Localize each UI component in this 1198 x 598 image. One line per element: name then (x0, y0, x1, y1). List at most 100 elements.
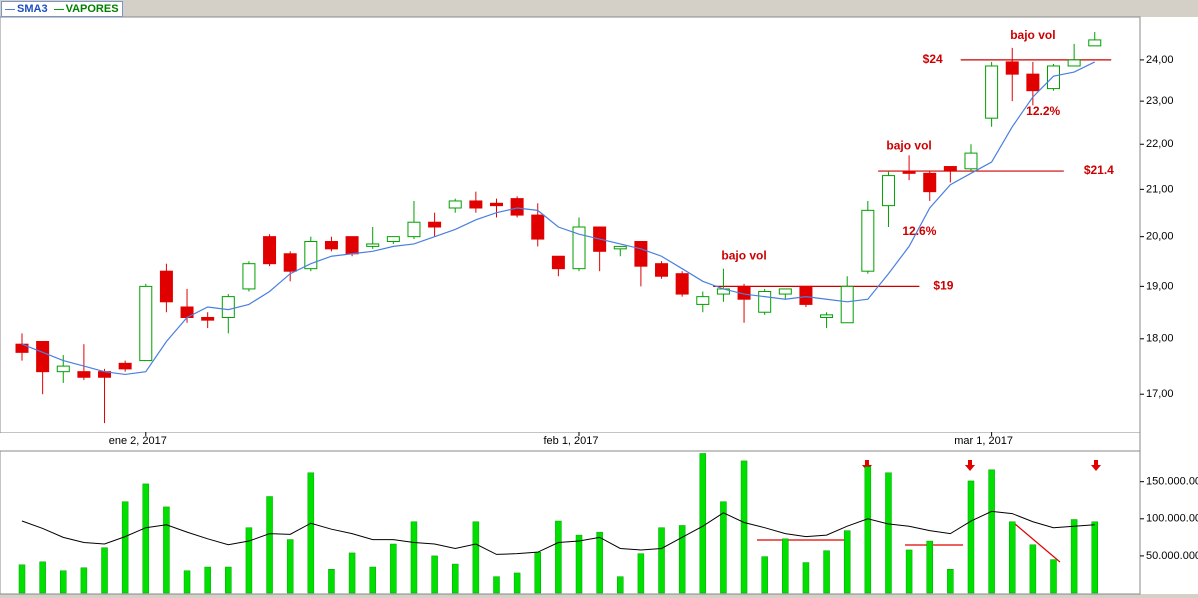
volume-bar (575, 534, 583, 594)
y-tick-label: 150.000.000 (1146, 476, 1198, 488)
volume-bar (163, 506, 170, 594)
volume-bar (183, 570, 191, 594)
volume-bar (307, 472, 315, 594)
volume-drawings (757, 523, 1061, 563)
volume-bar (885, 472, 892, 594)
volume-bar (926, 540, 933, 594)
candle-body (159, 270, 173, 303)
x-tick-label: feb 1, 2017 (543, 435, 598, 447)
candle-body (861, 209, 875, 272)
price-panel (0, 16, 1141, 434)
volume-bar (286, 539, 294, 594)
y-tick-label: 24,00 (1146, 54, 1174, 66)
y-tick-label: 23,00 (1146, 95, 1174, 107)
legend-swatch (53, 8, 64, 10)
candle-body (263, 236, 277, 265)
date-axis-panel (0, 433, 1198, 451)
volume-bar (1091, 521, 1099, 594)
annotation: bajo vol (721, 248, 766, 262)
volume-bar (967, 480, 975, 594)
volume-bar (513, 572, 521, 594)
volume-bar (678, 525, 686, 594)
candle-body (881, 175, 895, 207)
candle-body (407, 221, 421, 238)
candle-body (1047, 65, 1060, 90)
candle-body (1067, 59, 1081, 67)
candle-body (902, 170, 916, 174)
volume-bar (328, 569, 335, 594)
candle-body (964, 152, 978, 170)
legend-label: SMA3 (17, 3, 48, 15)
volume-bar (225, 566, 232, 594)
arrow (862, 460, 872, 471)
volume-bar (761, 556, 768, 594)
y-tick-label: 22,00 (1146, 138, 1174, 150)
level-label: $19 (933, 279, 953, 293)
candle-body (345, 236, 359, 255)
legend-swatch (5, 8, 15, 10)
volume-bar (348, 552, 356, 594)
candle-body (634, 241, 648, 267)
annotation: bajo vol (1010, 28, 1055, 42)
candle-body (778, 288, 792, 295)
sma-line (21, 61, 1096, 376)
y-tick-label: 17,00 (1146, 388, 1174, 400)
candle-body (489, 202, 503, 207)
candle-body (655, 263, 669, 277)
candle-body (758, 290, 772, 313)
legend-entry: VAPORES (53, 3, 119, 15)
volume-bar (864, 466, 872, 594)
candle-body (799, 285, 813, 305)
volume-bar (451, 563, 459, 594)
candle-body (696, 296, 710, 305)
volume-bar (617, 576, 624, 594)
candle-body (572, 226, 586, 270)
volume-bar (1008, 521, 1016, 594)
y-tick-label: 21,00 (1146, 183, 1174, 195)
candle-body (531, 214, 545, 240)
legend-entry: SMA3 (5, 3, 48, 15)
price-axis-panel (1140, 17, 1198, 433)
volume-bar (802, 562, 810, 594)
volume-bar (266, 496, 273, 594)
candle-body (923, 172, 937, 193)
volume-average-line (21, 510, 1095, 555)
candle-body (242, 263, 256, 290)
arrow (1091, 460, 1101, 471)
arrow (965, 460, 975, 471)
candle-body (428, 221, 442, 228)
volume-bar (142, 483, 150, 594)
annotation: 12.2% (1026, 104, 1060, 118)
volume-bar (472, 521, 480, 594)
y-tick-label: 19,00 (1146, 280, 1174, 292)
candle-body (56, 365, 70, 373)
volume-bar (18, 564, 26, 594)
candle-body (1005, 61, 1019, 75)
x-tick-label: ene 2, 2017 (109, 435, 167, 447)
volume-bar (493, 576, 500, 594)
volume-bar (905, 549, 913, 594)
candle-body (448, 200, 462, 209)
level-label: $24 (923, 52, 943, 66)
volume-bar (101, 547, 108, 594)
volume-bar (555, 520, 562, 594)
candle-body (386, 236, 400, 243)
candle-body (675, 273, 689, 295)
volume-bar (204, 566, 211, 594)
legend-label: VAPORES (65, 3, 119, 15)
level-label: $21.4 (1084, 163, 1114, 177)
candle-body (510, 198, 524, 216)
candle-body (77, 371, 91, 378)
candle-body (840, 285, 854, 324)
annotation: bajo vol (886, 139, 931, 153)
candle-body (324, 241, 338, 250)
candle-body (118, 362, 132, 370)
candle-body (1088, 39, 1102, 47)
candle-body (366, 243, 380, 247)
volume-axis-panel (1140, 451, 1198, 594)
candle-body (985, 65, 999, 119)
volume-bar (1070, 519, 1078, 594)
volume-bar (658, 527, 665, 594)
